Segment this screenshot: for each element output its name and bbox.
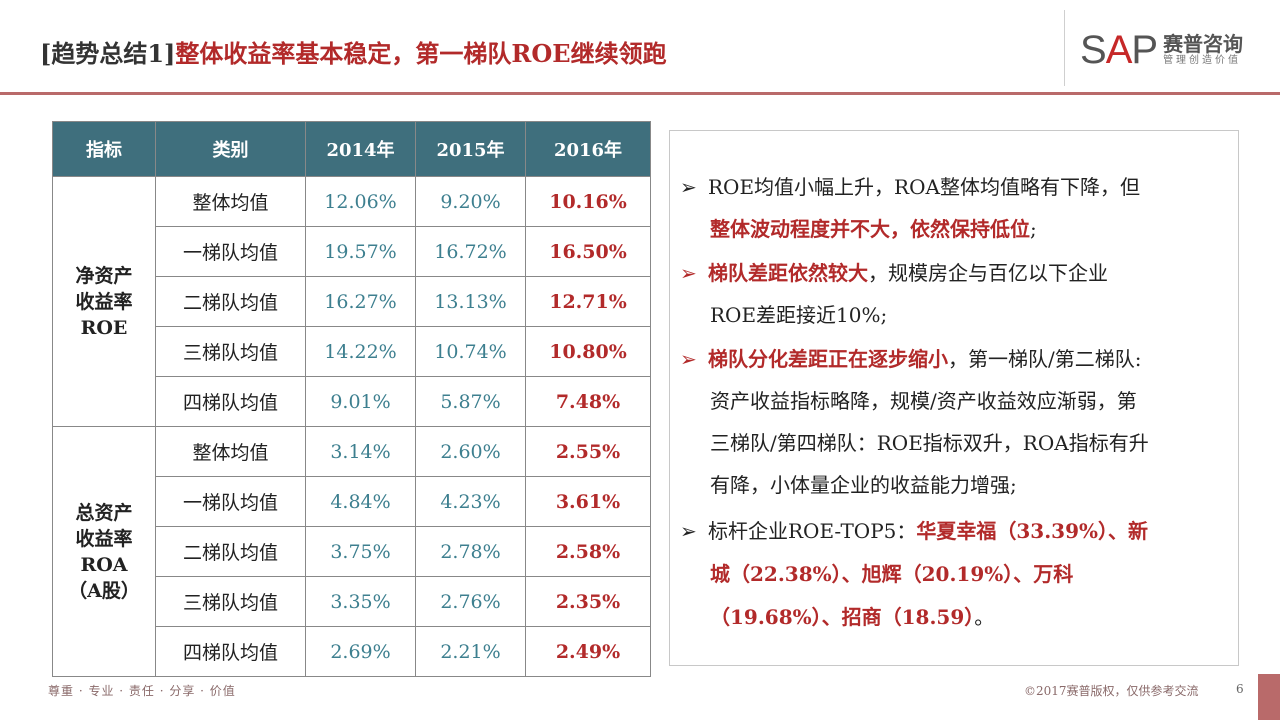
value-2016: 2.49% (525, 626, 651, 677)
summary-bullet-2: ➢ 梯队差距依然较大，规模房企与百亿以下企业 (680, 252, 1108, 294)
value-2016: 3.61% (525, 476, 651, 527)
value-2014: 9.01% (305, 376, 416, 427)
group-label-roe: 净资产 收益率 ROE (52, 176, 156, 427)
value-2014: 4.84% (305, 476, 416, 527)
value-2014: 19.57% (305, 226, 416, 277)
logo-cn-name: 赛普咨询 (1163, 32, 1244, 56)
value-2016: 2.58% (525, 526, 651, 577)
summary-line: ROE差距接近10%; (710, 303, 888, 327)
value-2016: 16.50% (525, 226, 651, 277)
table-row: 三梯队均值 14.22% 10.74% 10.80% (53, 326, 651, 377)
summary-panel (669, 130, 1239, 666)
value-2016: 12.71% (525, 276, 651, 327)
corner-accent (1258, 674, 1280, 720)
company-logo: SAP 赛普咨询 管理创造价值 (1080, 28, 1243, 72)
arrow-marker-icon: ➢ (680, 347, 697, 371)
value-2014: 16.27% (305, 276, 416, 327)
summary-line: 城（22.38%）、旭辉（20.19%）、万科 (710, 562, 1074, 586)
header-cell: 类别 (155, 121, 306, 177)
logo-divider (1064, 10, 1065, 86)
category-cell: 二梯队均值 (155, 276, 306, 327)
value-2014: 14.22% (305, 326, 416, 377)
value-2016: 2.35% (525, 576, 651, 627)
value-2015: 4.23% (415, 476, 526, 527)
value-2015: 2.21% (415, 626, 526, 677)
category-cell: 一梯队均值 (155, 476, 306, 527)
header-rule (0, 92, 1280, 95)
logo-brand: SAP (1080, 28, 1158, 72)
value-2015: 2.60% (415, 426, 526, 477)
value-2014: 3.75% (305, 526, 416, 577)
value-2015: 16.72% (415, 226, 526, 277)
page-title: [趋势总结1]整体收益率基本稳定，第一梯队ROE继续领跑 (40, 34, 667, 69)
title-prefix: [趋势总结1] (40, 39, 176, 68)
summary-line: （19.68%）、招商（18.59）。 (710, 605, 995, 629)
category-cell: 整体均值 (155, 176, 306, 227)
summary-line: 有降，小体量企业的收益能力增强; (710, 473, 1017, 497)
table-row: 四梯队均值 2.69% 2.21% 2.49% (53, 626, 651, 677)
category-cell: 二梯队均值 (155, 526, 306, 577)
header-cell: 2015年 (415, 121, 526, 177)
header-cell: 2016年 (525, 121, 651, 177)
arrow-marker-icon: ➢ (680, 261, 697, 285)
title-main: 整体收益率基本稳定，第一梯队ROE继续领跑 (175, 39, 667, 68)
value-2015: 13.13% (415, 276, 526, 327)
value-2015: 2.78% (415, 526, 526, 577)
category-cell: 四梯队均值 (155, 626, 306, 677)
summary-bullet-1: ➢ ROE均值小幅上升，ROA整体均值略有下降，但 (680, 166, 1140, 208)
group-label-roa: 总资产 收益率 ROA （A股） (52, 426, 156, 677)
summary-line: 整体波动程度并不大，依然保持低位; (710, 217, 1037, 241)
table-row: 二梯队均值 16.27% 13.13% 12.71% (53, 276, 651, 327)
header-cell: 2014年 (305, 121, 416, 177)
category-cell: 四梯队均值 (155, 376, 306, 427)
value-2016: 10.80% (525, 326, 651, 377)
logo-cn: 赛普咨询 管理创造价值 (1163, 33, 1243, 67)
category-cell: 整体均值 (155, 426, 306, 477)
arrow-marker-icon: ➢ (680, 175, 697, 199)
value-2014: 12.06% (305, 176, 416, 227)
value-2014: 2.69% (305, 626, 416, 677)
return-rate-table: 指标 类别 2014年 2015年 2016年 净资产 收益率 ROE 整体均值… (52, 121, 651, 677)
value-2015: 5.87% (415, 376, 526, 427)
footer-values: 尊重 · 专业 · 责任 · 分享 · 价值 (48, 684, 236, 698)
value-2015: 9.20% (415, 176, 526, 227)
page-number: 6 (1236, 682, 1244, 696)
summary-bullet-3: ➢ 梯队分化差距正在逐步缩小，第一梯队/第二梯队: (680, 338, 1141, 380)
table-row: 二梯队均值 3.75% 2.78% 2.58% (53, 526, 651, 577)
arrow-marker-icon: ➢ (680, 519, 697, 543)
table-row: 一梯队均值 19.57% 16.72% 16.50% (53, 226, 651, 277)
value-2016: 10.16% (525, 176, 651, 227)
value-2016: 7.48% (525, 376, 651, 427)
category-cell: 一梯队均值 (155, 226, 306, 277)
value-2015: 2.76% (415, 576, 526, 627)
value-2015: 10.74% (415, 326, 526, 377)
logo-cn-tagline: 管理创造价值 (1163, 55, 1242, 66)
table-row: 净资产 收益率 ROE 整体均值 12.06% 9.20% 10.16% (52, 176, 651, 427)
summary-bullet-4: ➢ 标杆企业ROE-TOP5：华夏幸福（33.39%）、新 (680, 510, 1148, 552)
table-row: 总资产 收益率 ROA （A股） 整体均值 3.14% 2.60% 2.55% (52, 426, 651, 677)
summary-line: 资产收益指标略降，规模/资产收益效应渐弱，第 (710, 389, 1137, 413)
table-row: 三梯队均值 3.35% 2.76% 2.35% (53, 576, 651, 627)
summary-line: 三梯队/第四梯队：ROE指标双升，ROA指标有升 (710, 431, 1149, 455)
table-header-row: 指标 类别 2014年 2015年 2016年 (52, 121, 651, 177)
value-2014: 3.35% (305, 576, 416, 627)
category-cell: 三梯队均值 (155, 576, 306, 627)
table-row: 一梯队均值 4.84% 4.23% 3.61% (53, 476, 651, 527)
header-cell: 指标 (52, 121, 156, 177)
value-2014: 3.14% (305, 426, 416, 477)
table-row: 四梯队均值 9.01% 5.87% 7.48% (53, 376, 651, 427)
category-cell: 三梯队均值 (155, 326, 306, 377)
value-2016: 2.55% (525, 426, 651, 477)
footer-copyright: ©2017赛普版权，仅供参考交流 (1024, 684, 1199, 698)
